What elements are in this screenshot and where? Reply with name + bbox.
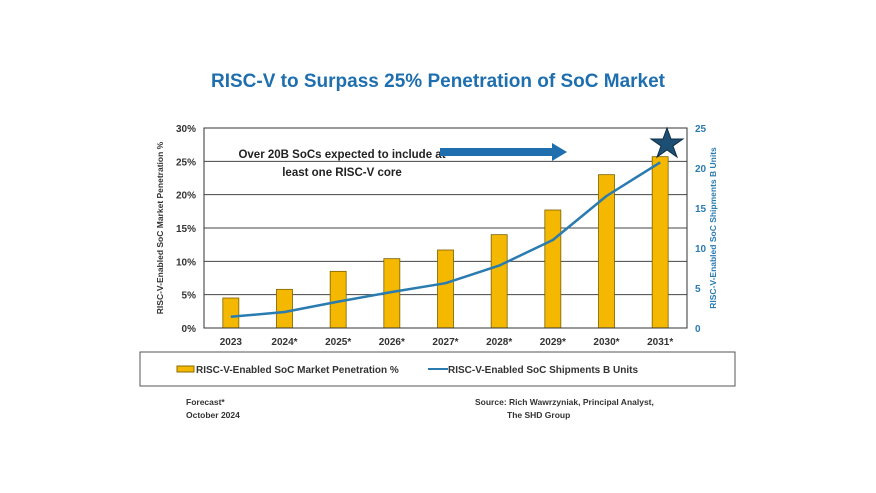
shipments-line bbox=[230, 161, 661, 319]
y2-tick-label: 10 bbox=[695, 244, 707, 255]
y2-tick-label: 25 bbox=[695, 124, 707, 135]
y-tick-label: 5% bbox=[182, 291, 197, 302]
legend-bar-label: RISC-V-Enabled SoC Market Penetration % bbox=[196, 365, 399, 376]
y-tick-label: 10% bbox=[176, 257, 196, 268]
x-tick-label: 2024* bbox=[271, 337, 297, 348]
x-tick-label: 2027* bbox=[432, 337, 458, 348]
bar bbox=[598, 174, 615, 329]
x-tick-label: 2028* bbox=[486, 337, 512, 348]
legend-bar-swatch bbox=[176, 365, 195, 373]
star-icon bbox=[649, 126, 685, 159]
x-tick-label: 2031* bbox=[647, 337, 673, 348]
bar bbox=[437, 249, 454, 329]
y-tick-label: 0% bbox=[182, 324, 197, 335]
y2-tick-label: 0 bbox=[695, 324, 701, 335]
bar bbox=[222, 297, 240, 329]
annotation-line-2: least one RISC-V core bbox=[282, 167, 402, 179]
footer-source: Source: Rich Wawrzyniak, Principal Analy… bbox=[475, 397, 654, 407]
y2-tick-label: 5 bbox=[695, 284, 701, 295]
arrow-icon bbox=[440, 143, 567, 161]
y2-tick-label: 20 bbox=[695, 164, 707, 175]
y-tick-label: 20% bbox=[176, 191, 196, 202]
footer-forecast: Forecast* bbox=[186, 397, 225, 407]
x-tick-label: 2029* bbox=[540, 337, 566, 348]
bar bbox=[651, 156, 669, 329]
plot-frame bbox=[203, 127, 688, 329]
y-tick-label: 30% bbox=[176, 124, 196, 135]
footer-source-org: The SHD Group bbox=[507, 410, 570, 420]
bar bbox=[276, 288, 293, 329]
y-tick-label: 15% bbox=[176, 224, 196, 235]
bar bbox=[490, 234, 508, 329]
x-tick-label: 2023 bbox=[220, 337, 243, 348]
x-tick-label: 2026* bbox=[379, 337, 405, 348]
legend-line-label: RISC-V-Enabled SoC Shipments B Units bbox=[448, 365, 638, 376]
annotation-line-1: Over 20B SoCs expected to include at bbox=[238, 149, 445, 161]
y-axis-label: RISC-V-Enabled SoC Market Penetration % bbox=[155, 141, 165, 314]
y-tick-label: 25% bbox=[176, 157, 196, 168]
bar bbox=[544, 209, 562, 329]
x-tick-label: 2025* bbox=[325, 337, 351, 348]
x-tick-label: 2030* bbox=[593, 337, 619, 348]
y2-axis-label: RISC-V-Enabled SoC Shipments B Units bbox=[708, 147, 718, 309]
footer-date: October 2024 bbox=[186, 410, 240, 420]
chart-title: RISC-V to Surpass 25% Penetration of SoC… bbox=[211, 71, 666, 92]
y2-tick-label: 15 bbox=[695, 204, 707, 215]
